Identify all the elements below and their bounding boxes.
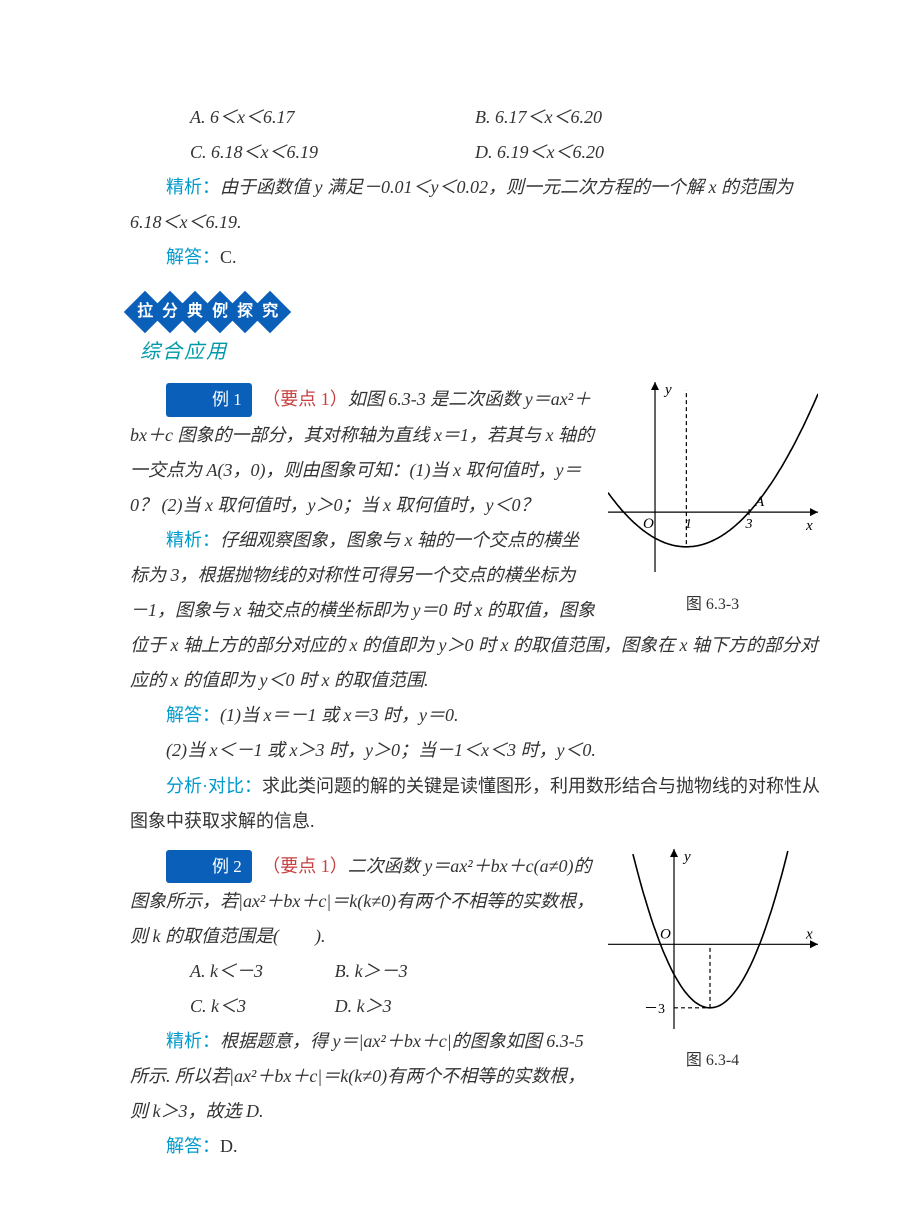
jieda-label: 解答： [166,247,220,267]
example-1-block: O13Axy 图 6.3-3 例 1 （要点 1）如图 6.3-3 是二次函数 … [130,382,820,838]
example-2-block: －3Oxy 图 6.3-4 例 2 （要点 1）二次函数 y＝ax²＋bx＋c(… [130,849,820,1165]
svg-text:y: y [663,382,672,398]
subheading: 综合应用 [140,333,820,372]
prev-jingxi: 精析：由于函数值 y 满足－0.01＜y＜0.02，则一元二次方程的一个解 x … [130,170,820,240]
ex1-analysis: 分析·对比：求此类问题的解的关键是读懂图形，利用数形结合与抛物线的对称性从图象中… [130,769,820,839]
ex1-an-label: 分析·对比： [166,776,262,796]
svg-text:－3: －3 [644,1002,665,1017]
prev-options-row1: A. 6＜x＜6.17 B. 6.17＜x＜6.20 [130,100,820,135]
banner-char-5: 究 [249,291,291,333]
prev-options-row2: C. 6.18＜x＜6.19 D. 6.19＜x＜6.20 [130,135,820,170]
ex1-jd-line2: (2)当 x＜－1 或 x＞3 时，y＞0；当－1＜x＜3 时，y＜0. [130,733,820,768]
ex1-jd-label: 解答： [166,705,220,725]
ex2-option-B: B. k＞－3 [335,954,568,989]
prev-jieda: 解答：C. [130,240,820,275]
ex1-keypoint: （要点 1） [262,389,348,409]
svg-text:y: y [682,849,691,865]
jieda-text: C. [220,247,237,267]
ex1-tag: 例 1 [166,383,252,416]
option-A: A. 6＜x＜6.17 [130,100,475,135]
svg-text:1: 1 [684,518,691,533]
ex1-jd-line1: (1)当 x＝－1 或 x＝3 时，y＝0. [220,705,458,725]
ex2-jd-text: D. [220,1136,238,1156]
option-D: D. 6.19＜x＜6.20 [475,135,820,170]
ex1-jx-label: 精析： [166,530,220,550]
ex2-option-A: A. k＜－3 [130,954,335,989]
svg-text:O: O [643,517,654,533]
jingxi-text: 由于函数值 y 满足－0.01＜y＜0.02，则一元二次方程的一个解 x 的范围… [130,177,793,232]
ex2-tag: 例 2 [166,850,252,883]
ex1-jieda-1: 解答：(1)当 x＝－1 或 x＝3 时，y＝0. [130,698,820,733]
svg-text:x: x [805,519,813,535]
option-C: C. 6.18＜x＜6.19 [130,135,475,170]
jingxi-label: 精析： [166,177,220,197]
ex2-jieda: 解答：D. [130,1129,820,1164]
ex2-option-D: D. k＞3 [335,989,568,1024]
ex2-jx-label: 精析： [166,1031,220,1051]
fig2-caption: 图 6.3-4 [605,1045,820,1076]
parabola-graph-1: O 1 3Ax y [608,382,818,572]
figure-6-3-4: －3 Ox y 图 6.3-4 [605,849,820,1076]
section-banner: 拉 分 典 例 探 究 [130,293,280,327]
fig1-caption: 图 6.3-3 [605,589,820,620]
parabola-graph-2: －3 Ox y [608,849,818,1029]
ex2-option-C: C. k＜3 [130,989,335,1024]
option-B: B. 6.17＜x＜6.20 [475,100,820,135]
svg-text:O: O [660,926,671,942]
svg-text:3: 3 [744,518,752,533]
figure-6-3-3: O 1 3Ax y 图 6.3-3 [605,382,820,619]
svg-text:x: x [805,926,813,942]
ex2-jd-label: 解答： [166,1136,220,1156]
ex2-options-row2: C. k＜3 D. k＞3 [130,989,595,1024]
svg-text:A: A [754,495,765,511]
ex2-keypoint: （要点 1） [262,856,348,876]
ex2-options-row1: A. k＜－3 B. k＞－3 [130,954,595,989]
